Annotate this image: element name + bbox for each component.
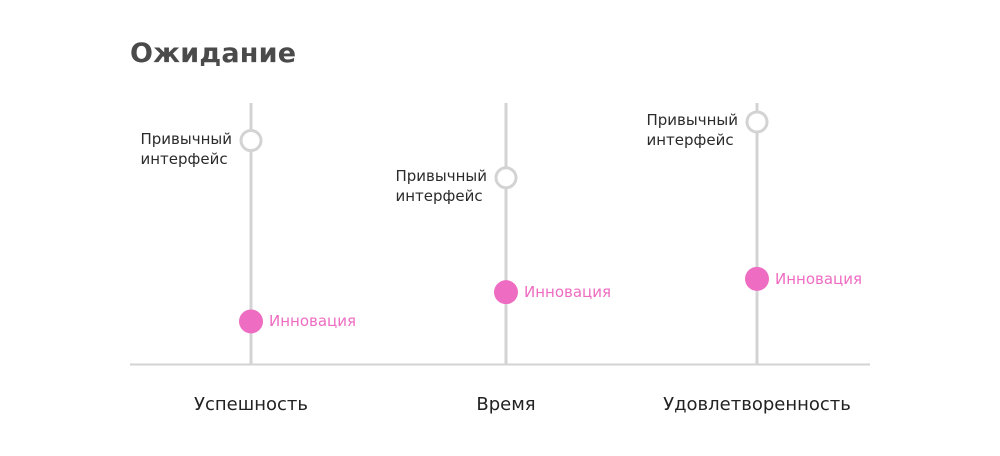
category-label: Удовлетворенность [663,394,851,415]
innovation-point [239,309,263,334]
innovation-point-label: Инновация [775,269,863,288]
innovation-point-label: Инновация [524,283,612,302]
category-label: Успешность [194,394,308,415]
innovation-point-label: Инновация [269,312,357,331]
innovation-point [745,266,769,291]
habit-point-label: Привычный интерфейс [140,129,233,168]
habit-point-label: Привычный интерфейс [395,166,488,205]
innovation-point [494,280,518,305]
category-label: Время [476,394,536,415]
habit-point [239,129,263,153]
chart-title: Ожидание [130,38,297,69]
habit-point-label: Привычный интерфейс [646,110,739,149]
habit-point [745,110,769,134]
habit-point [494,166,518,190]
